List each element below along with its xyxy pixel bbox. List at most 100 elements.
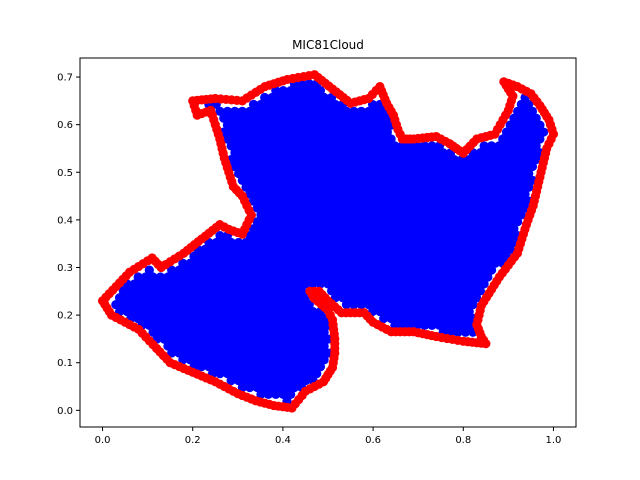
interior-point [408, 189, 419, 199]
interior-point [289, 106, 300, 116]
interior-point [401, 230, 411, 241]
interior-point [423, 230, 433, 241]
interior-point [263, 113, 273, 123]
interior-point [393, 217, 404, 227]
interior-point [505, 189, 515, 199]
interior-point [460, 272, 471, 282]
interior-point [260, 203, 270, 213]
interior-point [353, 155, 363, 165]
interior-point [315, 224, 326, 234]
interior-point [286, 375, 296, 386]
interior-point [274, 230, 285, 241]
interior-point [196, 279, 207, 289]
interior-point [304, 106, 314, 116]
interior-point [200, 258, 210, 268]
interior-point [405, 251, 415, 261]
interior-point [449, 182, 459, 192]
interior-point [494, 196, 504, 206]
interior-point [282, 286, 292, 296]
interior-point [349, 148, 359, 158]
interior-point [286, 196, 296, 206]
interior-point [501, 210, 512, 220]
interior-point [282, 327, 292, 337]
interior-point [498, 189, 508, 199]
interior-point [271, 210, 281, 220]
interior-point [207, 300, 218, 310]
interior-point [278, 155, 288, 165]
interior-point [438, 313, 448, 324]
interior-point [241, 293, 251, 303]
interior-point [167, 320, 177, 330]
interior-point [282, 244, 292, 255]
interior-point [315, 320, 326, 330]
interior-point [274, 382, 285, 393]
interior-point [300, 168, 311, 179]
interior-point [234, 375, 244, 386]
interior-point [174, 293, 184, 303]
interior-point [278, 306, 288, 317]
interior-point [222, 355, 233, 365]
interior-point [401, 272, 411, 282]
interior-point [256, 279, 266, 289]
interior-point [330, 265, 340, 275]
interior-point [438, 175, 448, 185]
interior-point [390, 293, 400, 303]
interior-point [449, 293, 459, 303]
interior-point [460, 313, 471, 324]
interior-point [505, 134, 515, 144]
interior-point [330, 210, 340, 220]
interior-point [252, 106, 262, 116]
interior-point [155, 313, 166, 324]
interior-point [479, 196, 489, 206]
interior-point [159, 293, 169, 303]
interior-point [449, 279, 459, 289]
interior-point [345, 196, 355, 206]
interior-point [304, 244, 314, 255]
interior-point [271, 237, 281, 248]
interior-point [230, 286, 240, 296]
interior-point [338, 224, 348, 234]
interior-point [353, 182, 363, 192]
interior-point [472, 293, 482, 303]
interior-point [475, 175, 486, 185]
interior-point [252, 382, 262, 393]
interior-point [486, 210, 497, 220]
interior-point [252, 244, 262, 255]
interior-point [349, 272, 359, 282]
interior-point [245, 134, 255, 144]
interior-point [367, 293, 378, 303]
interior-point [338, 113, 348, 123]
interior-point [453, 175, 463, 185]
interior-point [427, 155, 437, 165]
interior-point [308, 196, 318, 206]
interior-point [148, 272, 158, 282]
interior-point [405, 155, 415, 165]
interior-point [431, 230, 441, 241]
interior-point [289, 272, 300, 282]
interior-point [375, 293, 385, 303]
interior-point [297, 258, 307, 268]
x-tick-label: 0.0 [95, 435, 111, 446]
interior-point [293, 306, 303, 317]
interior-point [267, 327, 277, 337]
interior-point [148, 286, 158, 296]
interior-point [345, 237, 355, 248]
interior-point [286, 113, 296, 123]
interior-point [353, 293, 363, 303]
interior-point [412, 279, 422, 289]
interior-point [501, 127, 512, 137]
interior-point [386, 230, 396, 241]
interior-point [308, 99, 318, 110]
interior-point [222, 272, 233, 282]
interior-point [349, 134, 359, 144]
interior-point [293, 265, 303, 275]
interior-point [308, 113, 318, 123]
interior-point [323, 224, 333, 234]
interior-point [274, 286, 285, 296]
interior-point [271, 279, 281, 289]
interior-point [330, 155, 340, 165]
interior-point [252, 230, 262, 241]
interior-point [245, 230, 255, 241]
interior-point [486, 155, 497, 165]
interior-point [412, 182, 422, 192]
